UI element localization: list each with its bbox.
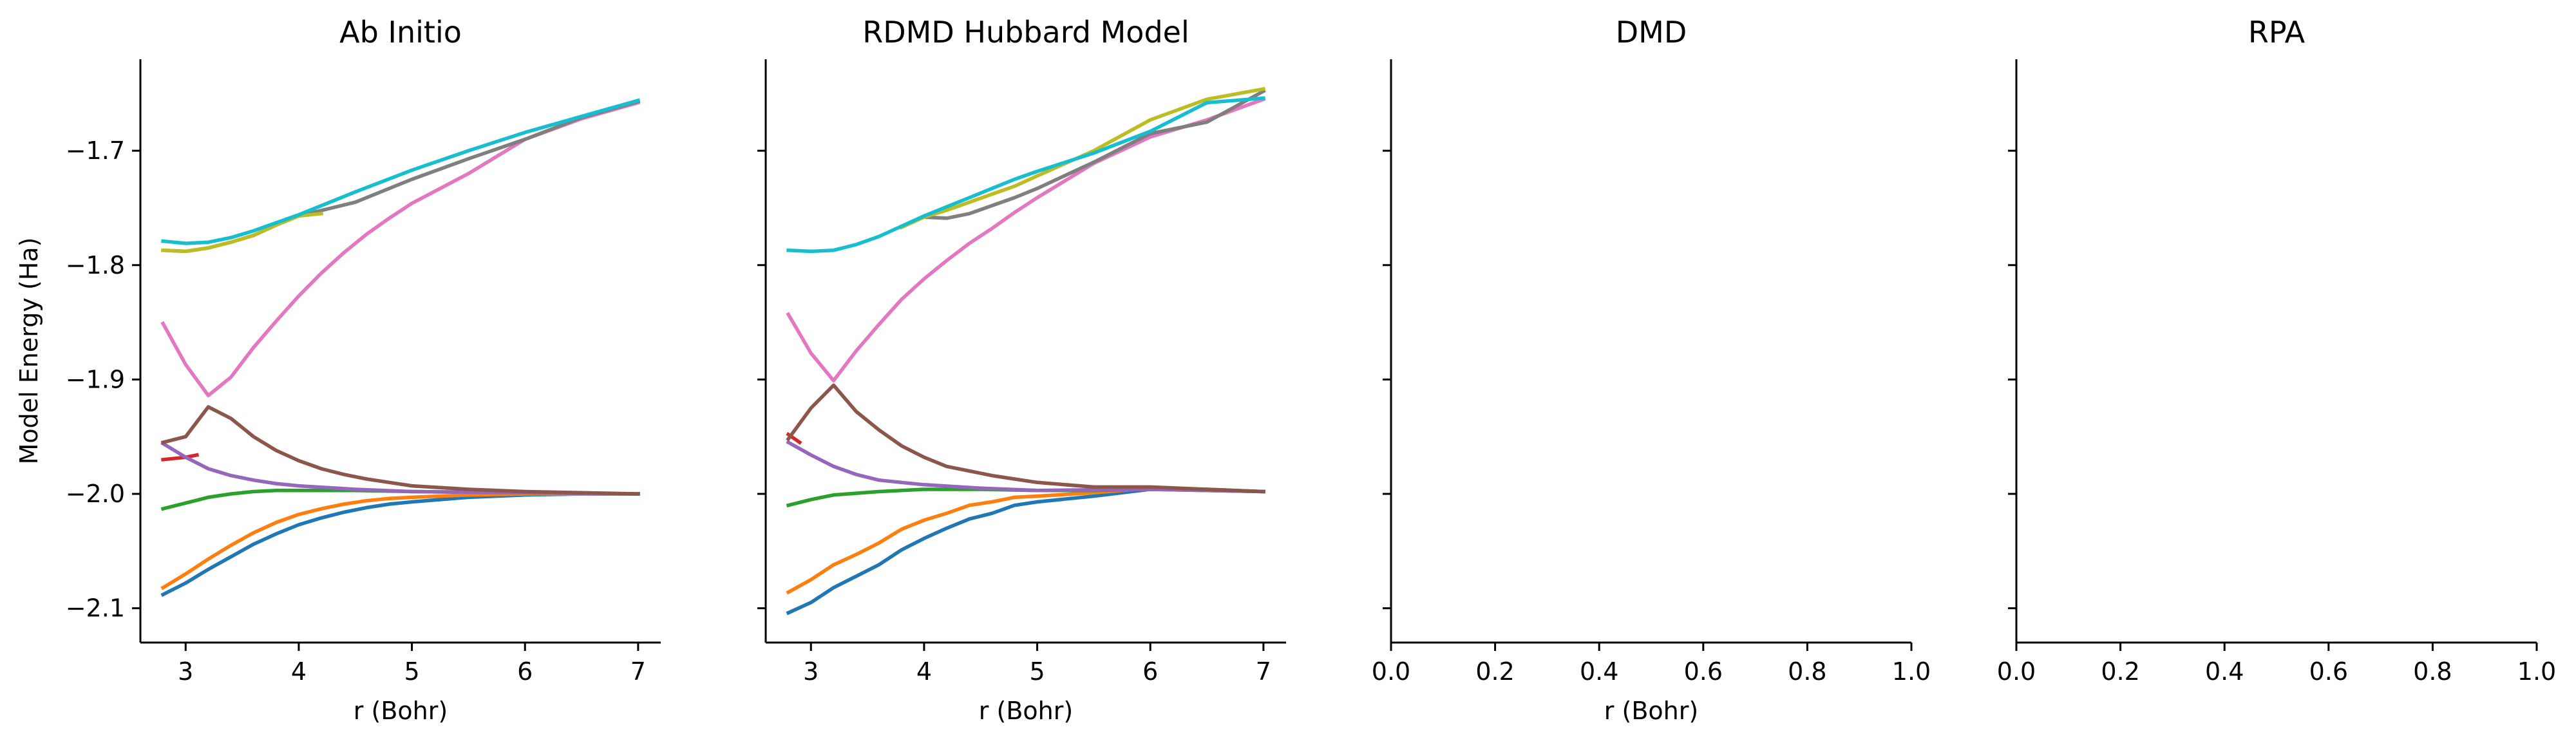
series-line-8 [161, 99, 641, 254]
y-axis-label: Model Energy (Ha) [15, 238, 43, 465]
series-line-1 [786, 487, 1265, 616]
x-tick-label: 3 [178, 657, 193, 686]
x-tick-label: 6 [1142, 657, 1158, 686]
x-tick-label: 0.0 [1997, 657, 2036, 686]
panel-title: RDMD Hubbard Model [862, 15, 1189, 50]
series-line-10 [786, 96, 1265, 254]
series-line-5 [160, 441, 640, 496]
x-tick-label: 1.0 [2517, 657, 2556, 686]
series-line-7 [160, 100, 641, 398]
x-tick-label: 0.8 [2413, 657, 2452, 686]
x-axis-label: r (Bohr) [1604, 697, 1698, 725]
x-tick-label: 4 [291, 657, 307, 686]
x-tick-label: 1.0 [1892, 657, 1931, 686]
x-tick-label: 5 [1029, 657, 1045, 686]
y-tick-label: −2.1 [66, 594, 125, 623]
x-tick-label: 6 [517, 657, 533, 686]
x-tick-label: 3 [803, 657, 819, 686]
panel-title: Ab Initio [339, 15, 462, 50]
x-tick-label: 0.0 [1372, 657, 1410, 686]
series-line-6 [786, 383, 1265, 494]
panel-title: DMD [1616, 15, 1687, 50]
x-axis-label: r (Bohr) [979, 697, 1073, 725]
x-tick-label: 0.8 [1788, 657, 1826, 686]
series-line-8 [922, 88, 1266, 220]
series-line-6 [160, 405, 640, 496]
series-line-5 [786, 440, 1265, 494]
x-tick-label: 0.4 [2205, 657, 2244, 686]
x-tick-label: 0.2 [2101, 657, 2139, 686]
x-tick-label: 5 [404, 657, 419, 686]
panel-title: RPA [2248, 15, 2306, 50]
series-line-9 [899, 87, 1266, 230]
y-tick-label: −1.7 [66, 136, 125, 165]
x-axis-label: r (Bohr) [354, 697, 448, 725]
x-tick-label: 0.6 [1684, 657, 1723, 686]
x-tick-label: 0.2 [1475, 657, 1514, 686]
x-tick-label: 0.4 [1580, 657, 1618, 686]
series-line-2 [160, 492, 640, 590]
y-tick-label: −2.0 [66, 480, 125, 508]
series-line-7 [786, 97, 1266, 382]
series-line-10 [161, 98, 641, 245]
x-tick-label: 7 [630, 657, 646, 686]
y-tick-label: −1.8 [66, 251, 125, 279]
x-tick-label: 0.6 [2309, 657, 2348, 686]
y-tick-label: −1.9 [66, 365, 125, 393]
x-tick-label: 7 [1256, 657, 1271, 686]
x-tick-label: 4 [916, 657, 932, 686]
